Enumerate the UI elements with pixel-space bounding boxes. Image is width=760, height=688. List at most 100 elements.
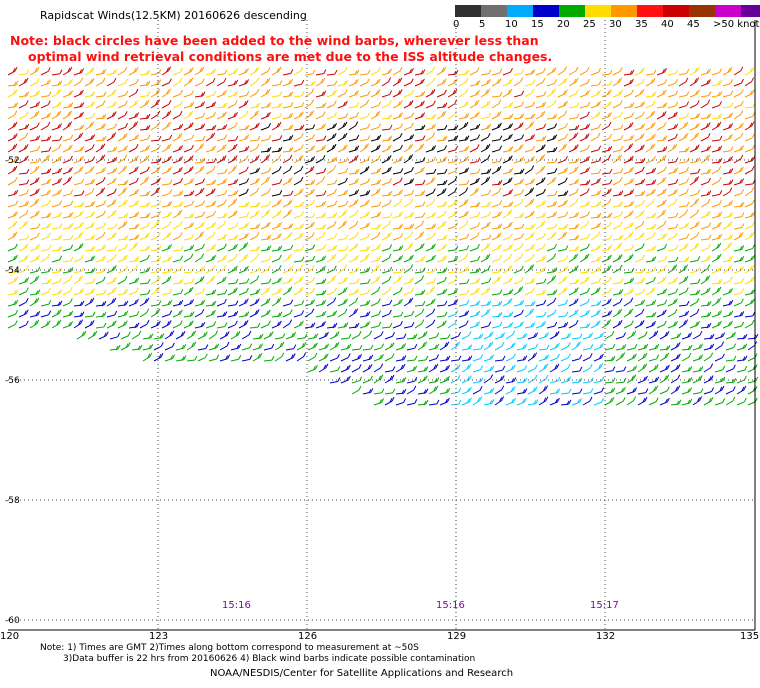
wind-barb — [271, 102, 283, 109]
wind-barb — [373, 363, 384, 373]
wind-barb — [535, 177, 546, 186]
wind-barb — [469, 177, 480, 186]
wind-barb — [348, 102, 360, 109]
wind-barb — [260, 167, 272, 175]
wind-barb — [744, 288, 756, 296]
wind-barb — [194, 299, 206, 307]
wind-barb — [524, 155, 535, 164]
wind-barb — [62, 79, 73, 87]
wind-barb — [392, 211, 404, 219]
wind-barb — [373, 374, 384, 384]
wind-barb — [670, 332, 682, 340]
wind-barb — [260, 265, 271, 274]
wind-barb — [590, 123, 602, 131]
wind-barb — [109, 332, 121, 340]
footer-credit: NOAA/NESDIS/Center for Satellite Applica… — [210, 668, 514, 679]
wind-barb — [524, 308, 535, 318]
wind-barb — [117, 254, 128, 263]
wind-barb — [370, 67, 381, 76]
wind-barb — [568, 253, 579, 263]
wind-barb — [381, 244, 393, 252]
wind-barb — [659, 330, 670, 340]
wind-barb — [359, 143, 370, 153]
wind-barb — [117, 265, 128, 274]
wind-barb — [161, 220, 172, 230]
wind-barb — [51, 189, 62, 197]
wind-barb — [524, 244, 535, 252]
wind-barb — [546, 88, 557, 98]
wind-barb — [120, 331, 131, 340]
wind-barb — [307, 333, 319, 340]
wind-barb — [601, 212, 613, 219]
wind-barb — [381, 253, 392, 263]
wind-barb — [381, 90, 393, 98]
wind-barb — [744, 121, 755, 131]
wind-barb — [722, 264, 733, 274]
wind-barb — [480, 242, 491, 252]
wind-barb — [678, 233, 690, 241]
wind-barb — [656, 199, 667, 208]
wind-barb — [546, 289, 558, 296]
wind-barb — [194, 101, 206, 109]
wind-barb — [436, 210, 447, 219]
wind-barb — [711, 68, 723, 76]
wind-barb — [370, 298, 381, 307]
wind-barb — [601, 287, 612, 296]
wind-barb — [381, 113, 393, 120]
wind-barb — [249, 77, 260, 87]
wind-barb — [557, 299, 569, 307]
wind-barb — [659, 344, 671, 351]
wind-barb — [172, 156, 183, 164]
wind-barb — [557, 231, 568, 241]
wind-barb — [84, 91, 96, 98]
wind-barb — [395, 377, 407, 384]
wind-barb — [645, 266, 657, 274]
wind-barb — [725, 331, 736, 340]
wind-barb — [645, 143, 656, 153]
wind-barb — [117, 243, 128, 252]
wind-barb — [535, 299, 547, 307]
wind-barb — [293, 188, 304, 197]
wind-barb — [458, 100, 469, 109]
wind-barb — [318, 331, 329, 340]
wind-barb — [656, 89, 667, 98]
wind-barb — [337, 264, 348, 274]
wind-barb — [568, 223, 580, 230]
wind-barb — [40, 267, 52, 274]
wind-barb — [502, 201, 514, 208]
wind-barb — [689, 198, 700, 208]
wind-barb — [546, 157, 558, 164]
wind-barb — [348, 297, 359, 307]
wind-barb — [568, 298, 579, 307]
wind-barb — [678, 310, 690, 318]
wind-barb — [480, 143, 491, 153]
wind-barb — [326, 322, 338, 329]
wind-barb — [502, 177, 513, 186]
wind-barb — [711, 242, 722, 252]
wind-barb — [359, 78, 370, 87]
wind-barb — [634, 144, 645, 153]
wind-barb — [535, 165, 546, 175]
wind-barb — [744, 89, 755, 98]
time-label-1: 15:16 — [222, 600, 251, 611]
wind-barb — [304, 88, 315, 98]
wind-barb — [480, 176, 491, 186]
wind-barb — [304, 199, 315, 208]
wind-barb — [648, 364, 659, 373]
wind-barb — [216, 134, 228, 142]
wind-barb — [403, 277, 415, 285]
wind-barb — [194, 276, 205, 285]
wind-barb — [18, 132, 29, 142]
wind-barb — [612, 168, 624, 175]
lon-label-126: 126 — [298, 631, 318, 642]
wind-barb — [230, 343, 242, 351]
wind-barb — [40, 100, 51, 109]
wind-barb — [678, 146, 690, 153]
wind-barb — [392, 223, 404, 230]
wind-barb — [568, 188, 579, 197]
wind-barb — [557, 190, 569, 197]
wind-barb — [161, 78, 172, 87]
wind-barb — [73, 190, 85, 197]
wind-barb — [161, 231, 172, 241]
wind-barb — [7, 121, 18, 131]
